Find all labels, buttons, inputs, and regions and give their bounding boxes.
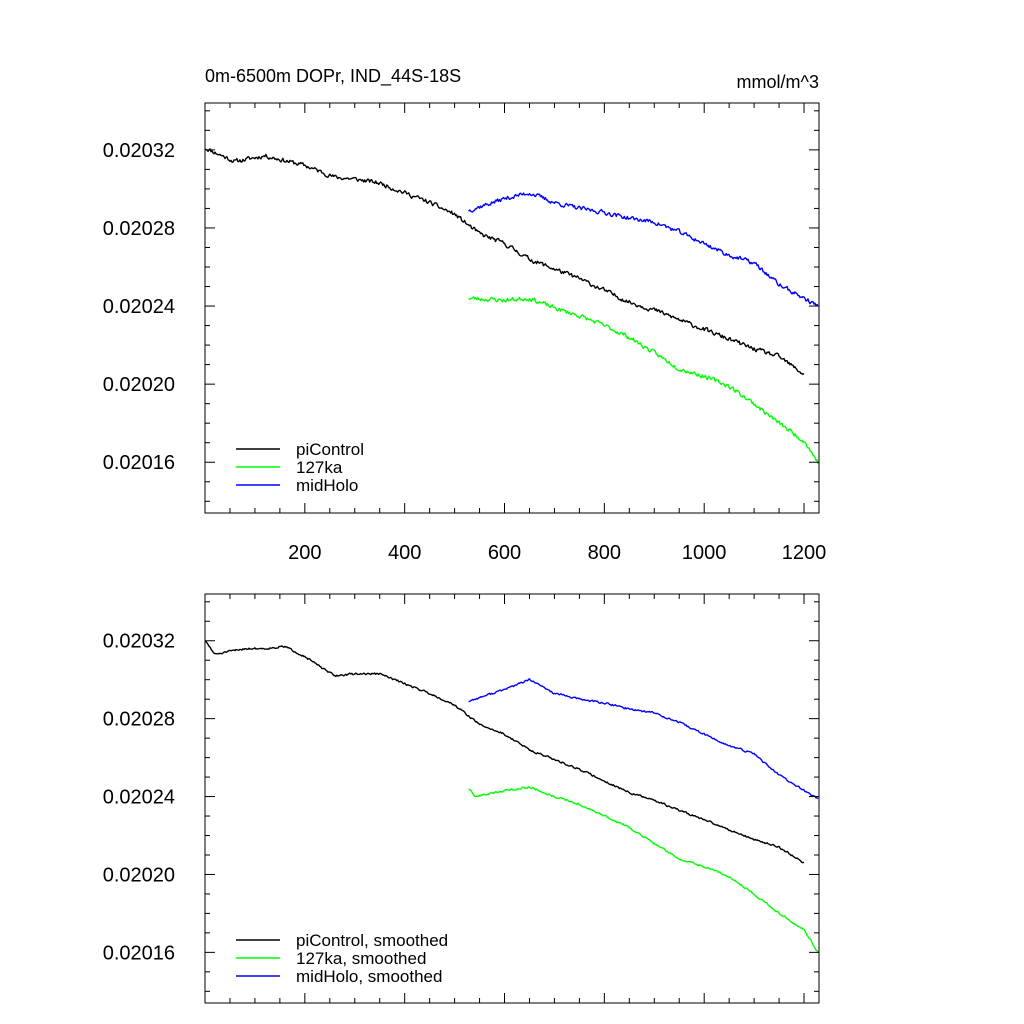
top-panel-units: mmol/m^3 bbox=[737, 72, 819, 92]
y-tick-label: 0.02020 bbox=[103, 864, 175, 886]
legend-label: 127ka, smoothed bbox=[296, 949, 426, 968]
y-tick-label: 0.02032 bbox=[103, 631, 175, 653]
legend-label: midHolo bbox=[296, 476, 358, 495]
x-tick-label: 1000 bbox=[682, 542, 727, 564]
x-tick-label: 200 bbox=[288, 542, 321, 564]
y-tick-label: 0.02024 bbox=[103, 787, 175, 809]
x-tick-label: 400 bbox=[388, 542, 421, 564]
bottom-panel-y-tick-labels: 0.02016 0.02020 0.02024 0.02028 0.02032 bbox=[103, 631, 175, 965]
series-line-picontrol bbox=[204, 148, 805, 375]
x-tick-label: 1200 bbox=[782, 542, 827, 564]
y-tick-label: 0.02028 bbox=[103, 218, 175, 240]
legend-label: piControl bbox=[296, 440, 364, 459]
top-panel-frame bbox=[204, 102, 820, 514]
top-panel-y-tick-labels: 0.02016 0.02020 0.02024 0.02028 0.02032 bbox=[103, 140, 175, 474]
top-panel-lines bbox=[204, 148, 819, 464]
bottom-panel-frame bbox=[204, 593, 820, 1004]
series-line-midholo bbox=[468, 192, 819, 307]
series-line-midholo-smoothed bbox=[468, 678, 819, 800]
y-tick-label: 0.02016 bbox=[103, 942, 175, 964]
top-panel-x-tick-labels: 200 400 600 800 1000 1200 bbox=[288, 542, 826, 564]
series-line-picontrol-smoothed bbox=[204, 640, 805, 864]
bottom-panel-lines bbox=[204, 640, 819, 953]
legend-label: piControl, smoothed bbox=[296, 931, 448, 950]
top-panel-title: 0m-6500m DOPr, IND_44S-18S bbox=[205, 66, 461, 87]
series-line-127ka bbox=[468, 296, 819, 464]
legend-label: midHolo, smoothed bbox=[296, 967, 442, 986]
y-tick-label: 0.02032 bbox=[103, 140, 175, 162]
top-panel-ticks bbox=[205, 103, 819, 513]
legend-label: 127ka bbox=[296, 458, 343, 477]
y-tick-label: 0.02028 bbox=[103, 709, 175, 731]
y-tick-label: 0.02020 bbox=[103, 374, 175, 396]
y-tick-label: 0.02016 bbox=[103, 452, 175, 474]
bottom-panel-ticks bbox=[205, 594, 819, 1003]
series-line-127ka-smoothed bbox=[468, 785, 819, 953]
y-tick-label: 0.02024 bbox=[103, 296, 175, 318]
x-tick-label: 600 bbox=[488, 542, 521, 564]
bottom-panel: 0.02016 0.02020 0.02024 0.02028 0.02032 piCo… bbox=[103, 593, 820, 1004]
x-tick-label: 800 bbox=[588, 542, 621, 564]
top-panel: 0.02016 0.02020 0.02024 0.02028 0.02032 200 4… bbox=[103, 66, 827, 564]
